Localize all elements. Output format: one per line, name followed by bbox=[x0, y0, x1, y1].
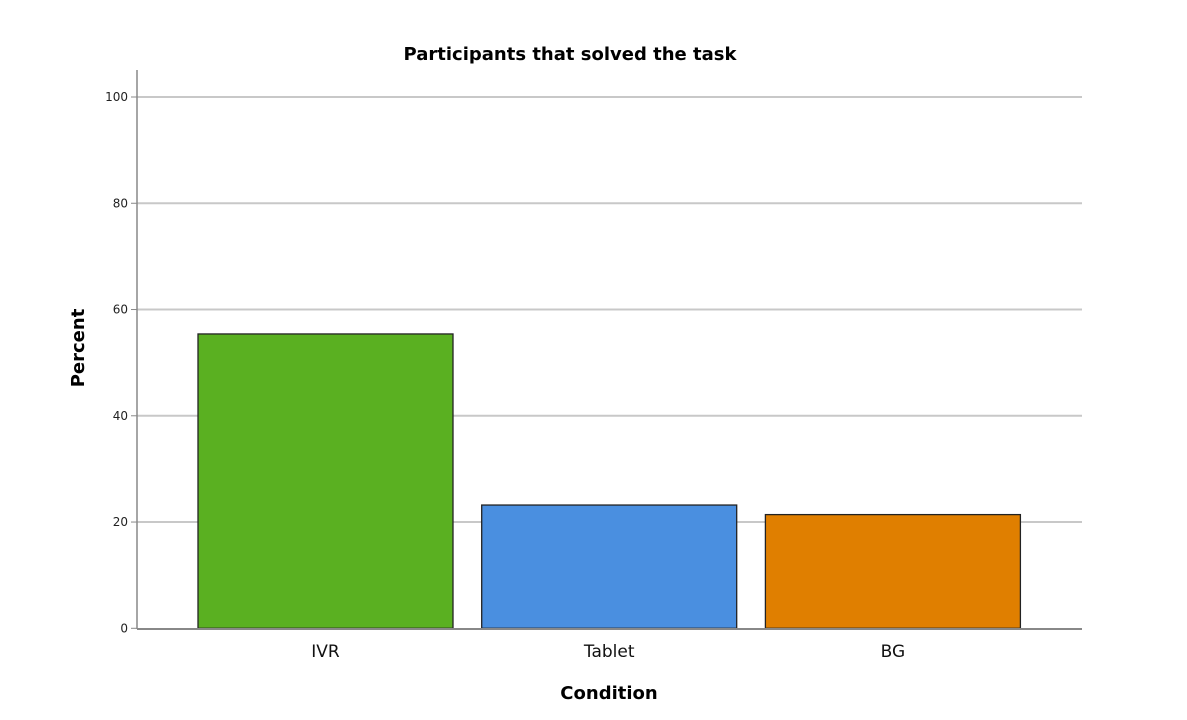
bar-ivr bbox=[197, 333, 454, 629]
x-axis-categories: IVR Tablet BG bbox=[311, 642, 905, 662]
y-tick-label: 0 bbox=[120, 621, 128, 635]
x-axis-label: Condition bbox=[560, 683, 657, 704]
x-tick-label: BG bbox=[881, 642, 906, 662]
bar-tablet bbox=[481, 504, 738, 629]
y-axis-label: Percent bbox=[68, 308, 89, 387]
y-tick-label: 20 bbox=[113, 515, 128, 529]
y-tick-label: 100 bbox=[105, 90, 128, 104]
bars bbox=[197, 333, 1022, 629]
chart-title: Participants that solved the task bbox=[404, 44, 738, 65]
bar-bg bbox=[764, 513, 1022, 629]
y-tick-label: 60 bbox=[113, 303, 128, 317]
y-axis-ticks: 0 20 40 60 80 100 bbox=[105, 90, 137, 635]
y-tick-label: 40 bbox=[113, 409, 128, 423]
x-tick-label: IVR bbox=[311, 642, 340, 662]
x-tick-label: Tablet bbox=[583, 642, 635, 662]
y-tick-label: 80 bbox=[113, 196, 128, 210]
